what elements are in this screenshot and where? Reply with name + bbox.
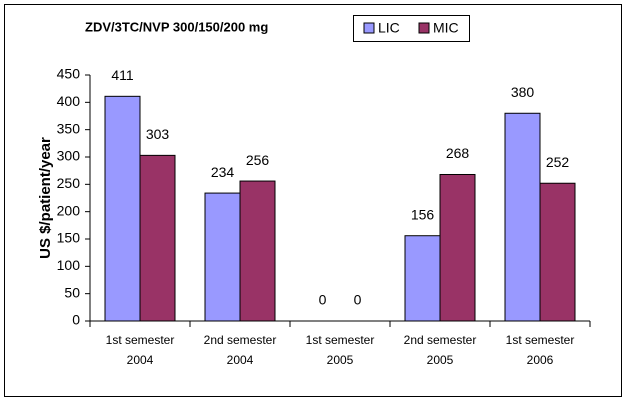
value-label: 156 bbox=[411, 206, 435, 222]
value-label: 0 bbox=[354, 292, 362, 308]
y-tick-label: 400 bbox=[57, 93, 81, 109]
y-tick-label: 150 bbox=[57, 230, 81, 246]
y-tick-label: 100 bbox=[57, 257, 81, 273]
value-label: 380 bbox=[511, 84, 535, 100]
legend-swatch bbox=[418, 22, 430, 34]
bar bbox=[539, 182, 576, 322]
y-tick-label: 350 bbox=[57, 120, 81, 136]
legend-swatch bbox=[363, 22, 375, 34]
bar bbox=[504, 112, 541, 322]
legend-label: MIC bbox=[433, 20, 459, 36]
y-axis-label: US $/patient/year bbox=[37, 137, 54, 259]
value-label: 0 bbox=[319, 292, 327, 308]
value-label: 234 bbox=[211, 164, 235, 180]
x-tick-label: 2nd semester bbox=[204, 333, 277, 347]
bar bbox=[404, 235, 441, 322]
y-tick-label: 50 bbox=[64, 284, 80, 300]
x-tick-label: 2004 bbox=[227, 353, 254, 367]
value-label: 252 bbox=[546, 154, 570, 170]
x-tick-label: 1st semester bbox=[306, 333, 375, 347]
value-label: 268 bbox=[446, 145, 470, 161]
x-tick-label: 1st semester bbox=[106, 333, 175, 347]
bar bbox=[139, 154, 176, 322]
y-tick-label: 0 bbox=[72, 312, 80, 328]
bar bbox=[204, 192, 241, 322]
y-tick-label: 200 bbox=[57, 202, 81, 218]
y-tick-label: 300 bbox=[57, 148, 81, 164]
value-label: 256 bbox=[246, 152, 270, 168]
x-tick-label: 2005 bbox=[427, 353, 454, 367]
x-tick-label: 1st semester bbox=[506, 333, 575, 347]
x-tick-label: 2nd semester bbox=[404, 333, 477, 347]
x-tick-label: 2006 bbox=[527, 353, 554, 367]
y-tick-label: 450 bbox=[57, 66, 81, 82]
y-tick-label: 250 bbox=[57, 175, 81, 191]
x-tick-label: 2004 bbox=[127, 353, 154, 367]
bar bbox=[239, 180, 276, 322]
bar bbox=[104, 95, 141, 322]
bar bbox=[439, 173, 476, 322]
value-label: 411 bbox=[111, 67, 134, 83]
x-tick-label: 2005 bbox=[327, 353, 354, 367]
legend-label: LIC bbox=[378, 20, 400, 36]
chart-title: ZDV/3TC/NVP 300/150/200 mg bbox=[85, 19, 268, 34]
value-label: 303 bbox=[146, 126, 170, 142]
